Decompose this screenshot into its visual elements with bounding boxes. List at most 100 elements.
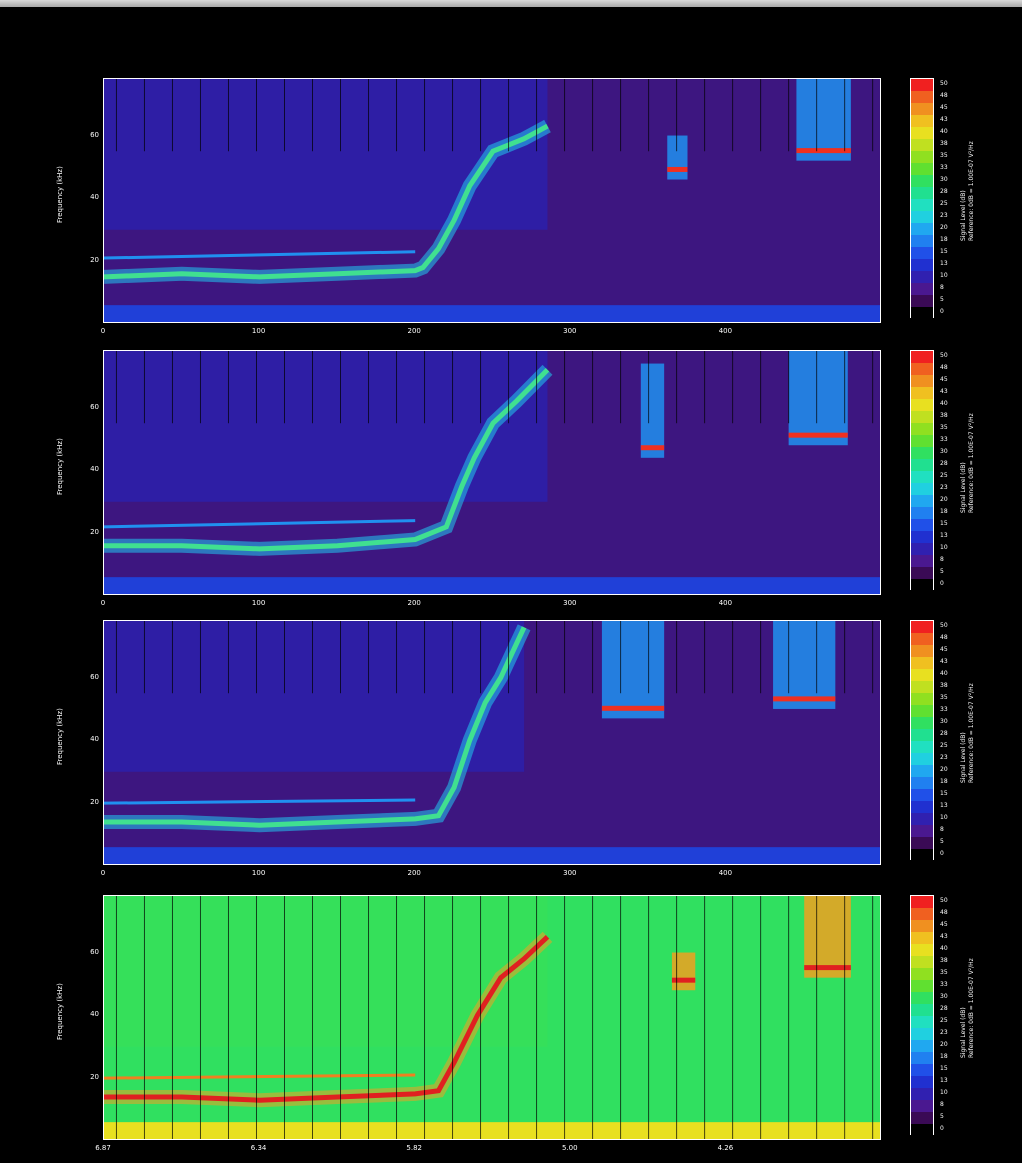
colorbar-tick-label: 20 bbox=[940, 766, 948, 773]
emission-burst-core bbox=[671, 977, 696, 983]
colorbar-tick-label: 48 bbox=[940, 364, 948, 371]
emission-burst bbox=[601, 621, 665, 719]
colorbar-tick-label: 38 bbox=[940, 140, 948, 147]
emission-burst-core bbox=[773, 696, 836, 702]
colorbar-tick-label: 20 bbox=[940, 496, 948, 503]
x-tick-label: 4.26 bbox=[717, 1144, 734, 1152]
x-tick-label: 300 bbox=[563, 869, 577, 877]
colorbar-tick-label: 18 bbox=[940, 1053, 948, 1060]
upper-band-region bbox=[104, 79, 548, 230]
colorbar-cell bbox=[911, 944, 933, 956]
emission-burst bbox=[773, 621, 836, 709]
colorbar-tick-label: 13 bbox=[940, 1077, 948, 1084]
emission-burst-core bbox=[601, 705, 665, 711]
colorbar-cell bbox=[911, 519, 933, 531]
colorbar-tick-label: 50 bbox=[940, 622, 948, 629]
y-tick-label: 60 bbox=[90, 947, 99, 956]
colorbar-cell bbox=[911, 259, 933, 271]
colorbar-cell bbox=[911, 920, 933, 932]
colorbar-tick-label: 45 bbox=[940, 646, 948, 653]
colorbar-tick-label: 30 bbox=[940, 718, 948, 725]
colorbar-label: Signal Level (dB) Reference: 0dB = 1.00E-… bbox=[960, 413, 976, 513]
x-tick-label: 100 bbox=[251, 599, 266, 607]
colorbar bbox=[910, 620, 934, 861]
spectrogram-plot-4 bbox=[103, 895, 881, 1140]
colorbar-tick-label: 23 bbox=[940, 212, 948, 219]
colorbar-cell bbox=[911, 633, 933, 645]
colorbar-tick-label: 50 bbox=[940, 80, 948, 87]
colorbar-tick-label: 25 bbox=[940, 1017, 948, 1024]
colorbar-cell bbox=[911, 495, 933, 507]
x-tick-label: 400 bbox=[718, 599, 733, 607]
colorbar-cell bbox=[911, 1076, 933, 1088]
noise-floor-band bbox=[104, 577, 880, 594]
colorbar-tick-label: 8 bbox=[940, 1101, 944, 1108]
colorbar-tick-label: 28 bbox=[940, 460, 948, 467]
colorbar-cell bbox=[911, 375, 933, 387]
colorbar-tick-label: 5 bbox=[940, 838, 944, 845]
colorbar-cell bbox=[911, 459, 933, 471]
x-tick-label: 5.82 bbox=[406, 1144, 422, 1152]
x-tick-label: 0 bbox=[100, 869, 106, 877]
x-tick-label: 0 bbox=[100, 599, 106, 607]
colorbar-cell bbox=[911, 1088, 933, 1100]
emission-burst-core bbox=[667, 166, 688, 172]
colorbar-tick-label: 8 bbox=[940, 556, 944, 563]
colorbar-cell bbox=[911, 621, 933, 633]
colorbar-cell bbox=[911, 765, 933, 777]
colorbar-title: Signal Level (dB) bbox=[960, 1006, 967, 1058]
colorbar-cell bbox=[911, 247, 933, 259]
colorbar-cell bbox=[911, 199, 933, 211]
colorbar-cell bbox=[911, 307, 933, 319]
window-title-bar bbox=[0, 0, 1022, 7]
x-tick-label: 200 bbox=[407, 327, 421, 335]
colorbar-tick-label: 23 bbox=[940, 484, 948, 491]
colorbar-cell bbox=[911, 483, 933, 495]
colorbar-label: Signal Level (dB) Reference: 0dB = 1.00E-… bbox=[960, 683, 976, 783]
emission-burst bbox=[796, 79, 851, 161]
colorbar-cell bbox=[911, 543, 933, 555]
colorbar-tick-label: 15 bbox=[940, 790, 948, 797]
colorbar-tick-label: 40 bbox=[940, 128, 948, 135]
colorbar-cell bbox=[911, 968, 933, 980]
colorbar-cell bbox=[911, 283, 933, 295]
colorbar-title: Signal Level (dB) bbox=[960, 461, 967, 513]
colorbar-cell bbox=[911, 235, 933, 247]
x-tick-label: 400 bbox=[718, 327, 733, 335]
colorbar-tick-label: 38 bbox=[940, 682, 948, 689]
colorbar-cell bbox=[911, 271, 933, 283]
colorbar-cell bbox=[911, 295, 933, 307]
colorbar-cell bbox=[911, 693, 933, 705]
x-tick-label: 100 bbox=[251, 327, 266, 335]
colorbar-tick-label: 48 bbox=[940, 92, 948, 99]
emission-ridge bbox=[104, 368, 550, 552]
colorbar-tick-label: 33 bbox=[940, 706, 948, 713]
colorbar-tick-label: 35 bbox=[940, 152, 948, 159]
colorbar-cell bbox=[911, 435, 933, 447]
noise-floor-band bbox=[104, 847, 880, 864]
colorbar-tick-label: 13 bbox=[940, 260, 948, 267]
colorbar bbox=[910, 895, 934, 1136]
colorbar-cell bbox=[911, 211, 933, 223]
noise-floor-band bbox=[104, 305, 880, 322]
colorbar-tick-label: 33 bbox=[940, 436, 948, 443]
colorbar-tick-label: 25 bbox=[940, 472, 948, 479]
colorbar-tick-label: 8 bbox=[940, 284, 944, 291]
x-tick-label: 400 bbox=[718, 869, 733, 877]
colorbar-tick-label: 45 bbox=[940, 376, 948, 383]
colorbar-tick-label: 40 bbox=[940, 945, 948, 952]
colorbar bbox=[910, 350, 934, 591]
y-tick-label: 20 bbox=[90, 798, 99, 807]
emission-burst-core bbox=[640, 445, 665, 451]
colorbar-tick-label: 13 bbox=[940, 532, 948, 539]
colorbar-tick-label: 18 bbox=[940, 236, 948, 243]
harmonic-line bbox=[104, 250, 416, 260]
spectrogram-plot-1 bbox=[103, 78, 881, 323]
harmonic-line bbox=[104, 798, 416, 805]
colorbar-tick-label: 43 bbox=[940, 658, 948, 665]
x-tick-label: 0 bbox=[100, 327, 106, 335]
colorbar-tick-label: 43 bbox=[940, 933, 948, 940]
colorbar-title: Signal Level (dB) bbox=[960, 189, 967, 241]
colorbar-label: Signal Level (dB) Reference: 0dB = 1.00E-… bbox=[960, 141, 976, 241]
colorbar-tick-label: 10 bbox=[940, 1089, 948, 1096]
